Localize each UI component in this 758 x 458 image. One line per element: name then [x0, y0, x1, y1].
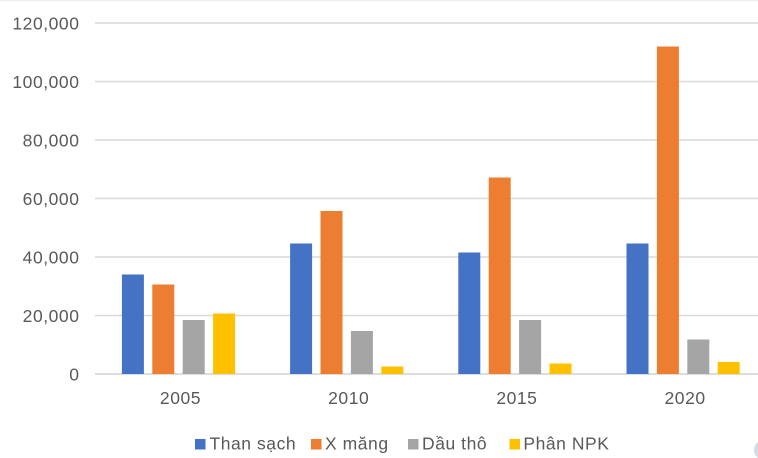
svg-text:X măng: X măng [325, 434, 389, 454]
svg-text:2015: 2015 [496, 388, 537, 408]
svg-text:120,000: 120,000 [12, 14, 79, 34]
svg-text:100,000: 100,000 [12, 72, 79, 92]
svg-text:40,000: 40,000 [23, 248, 80, 268]
svg-text:80,000: 80,000 [23, 131, 80, 151]
svg-text:0: 0 [69, 365, 79, 385]
svg-text:2010: 2010 [328, 388, 369, 408]
svg-text:2005: 2005 [160, 388, 201, 408]
svg-text:60,000: 60,000 [23, 189, 80, 209]
svg-text:Dầu thô: Dầu thô [422, 434, 487, 454]
svg-text:Phân NPK: Phân NPK [523, 434, 609, 454]
svg-text:2020: 2020 [665, 388, 706, 408]
svg-text:20,000: 20,000 [23, 306, 80, 326]
svg-text:Than sạch: Than sạch [210, 434, 297, 454]
